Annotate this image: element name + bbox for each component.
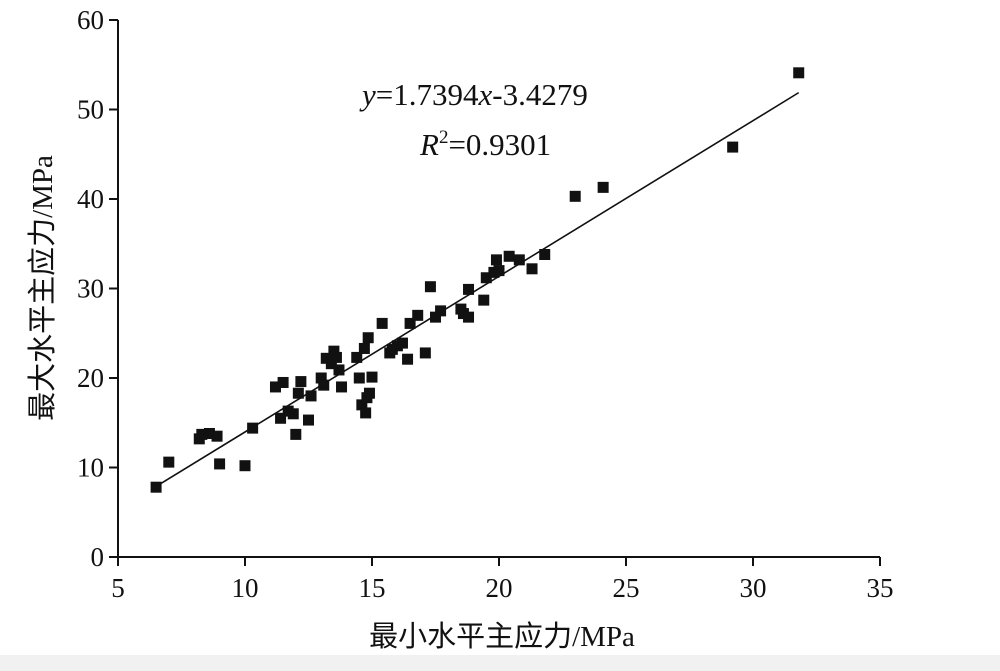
data-point — [424, 281, 436, 293]
trendline-equation: y=1.7394x-3.4279 — [359, 77, 588, 112]
data-point — [315, 372, 327, 384]
data-point — [277, 376, 289, 388]
data-point — [463, 311, 475, 323]
ticks: 5 10 15 20 25 30 35 0 10 20 30 40 50 60 — [77, 5, 894, 603]
data-point — [292, 387, 304, 399]
data-point — [569, 190, 581, 202]
data-point — [793, 67, 805, 79]
data-point — [430, 311, 441, 323]
data-point — [539, 248, 551, 260]
data-point — [163, 456, 175, 468]
data-point — [290, 428, 302, 440]
r2-superscript: 2 — [439, 127, 449, 148]
data-points — [150, 67, 805, 493]
x-tick-label: 35 — [867, 573, 894, 603]
data-point — [366, 371, 378, 383]
data-point — [358, 342, 370, 354]
bottom-band — [0, 655, 1000, 671]
r-squared-label: R2=0.9301 — [419, 127, 551, 162]
data-point — [376, 317, 388, 329]
data-point — [360, 407, 372, 419]
data-point — [333, 364, 345, 376]
data-point — [239, 460, 251, 472]
data-point — [318, 379, 330, 391]
data-point — [402, 353, 414, 365]
y-tick-label: 10 — [77, 453, 104, 483]
y-tick-label: 60 — [77, 5, 104, 35]
r2-value: =0.9301 — [448, 127, 551, 162]
data-point — [419, 347, 431, 359]
eq-right: -3.4279 — [492, 77, 588, 112]
x-tick-label: 25 — [613, 573, 640, 603]
x-tick-label: 15 — [359, 573, 386, 603]
x-tick-label: 30 — [740, 573, 767, 603]
y-tick-label: 0 — [91, 542, 105, 572]
data-point — [353, 372, 365, 384]
data-point — [247, 422, 259, 434]
data-point — [351, 351, 363, 363]
trendline-group — [155, 91, 800, 488]
data-point — [412, 309, 424, 321]
data-point — [303, 414, 314, 426]
data-point — [336, 381, 348, 393]
data-point — [513, 254, 525, 266]
data-point — [275, 412, 287, 424]
x-axis-title: 最小水平主应力/MPa — [369, 620, 635, 653]
data-point — [363, 387, 375, 399]
y-tick-label: 20 — [77, 363, 104, 393]
r2-var: R — [419, 127, 439, 162]
eq-var-x: x — [478, 77, 493, 112]
data-point — [196, 428, 208, 440]
data-point — [727, 141, 739, 153]
data-point — [435, 305, 447, 317]
data-point — [287, 408, 299, 420]
x-tick-label: 5 — [111, 573, 125, 603]
y-axis-title: 最大水平主应力/MPa — [26, 155, 59, 421]
y-tick-label: 50 — [77, 95, 104, 125]
data-point — [328, 345, 340, 357]
data-point — [478, 294, 490, 306]
data-point — [362, 332, 374, 344]
data-point — [396, 337, 408, 349]
y-tick-label: 30 — [77, 274, 104, 304]
data-point — [526, 263, 538, 275]
data-point — [330, 351, 342, 363]
data-point — [269, 381, 281, 393]
trendline — [155, 91, 800, 488]
data-point — [463, 283, 475, 295]
x-tick-label: 10 — [232, 573, 259, 603]
data-point — [325, 358, 337, 370]
x-tick-label: 20 — [486, 573, 513, 603]
data-point — [356, 399, 368, 411]
y-tick-label: 40 — [77, 184, 104, 214]
data-point — [503, 250, 515, 262]
eq-var-y: y — [359, 77, 376, 112]
data-point — [305, 390, 317, 402]
eq-left: =1.7394 — [376, 77, 479, 112]
data-point — [295, 376, 307, 388]
data-point — [211, 430, 223, 442]
data-point — [597, 181, 609, 193]
data-point — [490, 254, 502, 266]
data-point — [203, 427, 215, 439]
data-point — [214, 458, 226, 470]
data-point — [404, 317, 416, 329]
data-point — [150, 481, 162, 493]
data-point — [493, 265, 505, 277]
data-point — [480, 272, 492, 284]
